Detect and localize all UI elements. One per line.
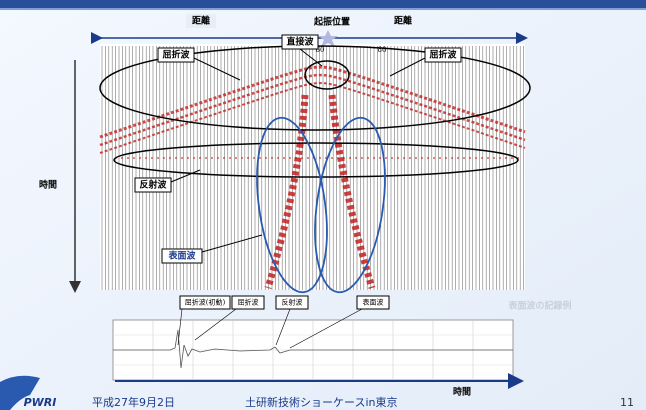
reflection-ellipse xyxy=(113,142,519,178)
callout-refracted: 屈折波 xyxy=(429,49,457,61)
distance-label: 距離 xyxy=(394,15,412,27)
trace-time-label: 時間 xyxy=(453,386,471,398)
source-label: 起振位置 xyxy=(313,16,350,28)
wave-band xyxy=(99,65,526,139)
callout-refracted: 屈折波 xyxy=(162,49,190,61)
callout-box xyxy=(157,47,195,63)
axis-tick: 60 xyxy=(316,46,325,54)
leader xyxy=(289,308,363,349)
surface-ellipse xyxy=(314,116,386,294)
wave-band xyxy=(264,94,309,289)
callout-box xyxy=(424,47,462,63)
leader xyxy=(193,57,241,81)
trace-label: 表面波 xyxy=(363,298,384,307)
callout-box xyxy=(134,177,172,193)
source-star xyxy=(318,30,338,47)
trace-label-box xyxy=(356,295,390,310)
time-label: 時間 xyxy=(39,179,57,191)
wave-band xyxy=(99,81,526,154)
footer-event: 土研新技術ショーケースin東京 xyxy=(245,395,397,409)
leader xyxy=(194,308,237,341)
leader xyxy=(177,308,183,346)
trace-label-box xyxy=(179,295,231,310)
leader xyxy=(275,308,291,346)
trace-label: 屈折波(初動) xyxy=(185,298,226,307)
wave-band xyxy=(328,94,376,289)
trace-label-box xyxy=(275,295,309,310)
leader xyxy=(389,57,426,77)
caption: 表面波の記録例 xyxy=(507,300,571,312)
leader xyxy=(299,48,323,67)
distance-label: 距離 xyxy=(192,15,210,27)
wave-band xyxy=(99,73,526,147)
label-box xyxy=(186,14,216,28)
leader xyxy=(170,169,201,183)
logo: PWRI xyxy=(24,396,57,409)
trace-waveform xyxy=(113,329,513,369)
callout-direct: 直接波 xyxy=(286,36,314,48)
callout-surface: 表面波 xyxy=(167,250,196,262)
logo-mark xyxy=(0,375,40,410)
page-number: 11 xyxy=(620,396,634,409)
trace-label: 反射波 xyxy=(282,298,303,307)
callout-box xyxy=(161,248,203,264)
top-band-line xyxy=(0,8,646,10)
trace-label: 屈折波 xyxy=(238,298,259,307)
direct-ellipse xyxy=(304,60,350,90)
trace-label-box xyxy=(231,295,265,310)
leader xyxy=(201,234,263,253)
callout-reflected: 反射波 xyxy=(139,179,167,191)
surface-ellipse xyxy=(256,116,328,294)
top-band xyxy=(0,0,646,8)
axis-tick: 80 xyxy=(378,46,387,54)
footer-date: 平成27年9月2日 xyxy=(92,395,175,409)
